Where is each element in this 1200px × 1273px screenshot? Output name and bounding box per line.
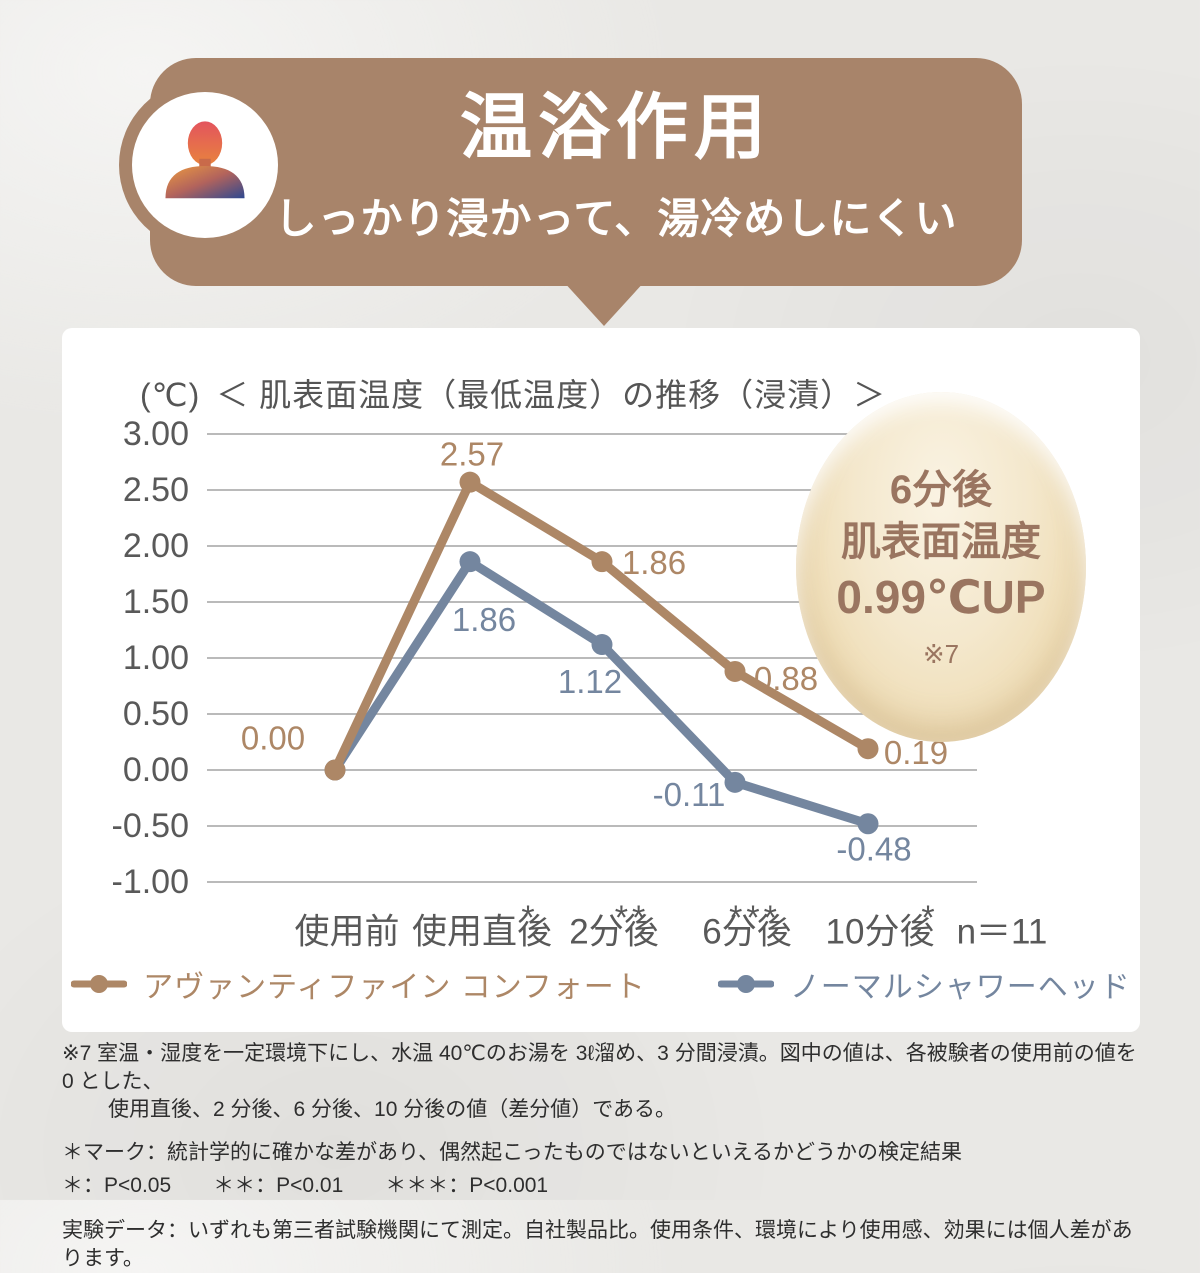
svg-text:-0.11: -0.11: [653, 776, 726, 813]
svg-text:0.00: 0.00: [241, 720, 305, 757]
badge-value: 0.99℃UP: [836, 570, 1046, 623]
svg-text:1.12: 1.12: [558, 663, 622, 700]
icon-ring: [119, 79, 291, 251]
svg-text:2.00: 2.00: [123, 527, 189, 565]
line-chart: 3.00 2.50 2.00 1.50 1.00 0.50 0.00 -0.50 -1.00 1.…: [112, 415, 1048, 952]
svg-text:1.86: 1.86: [452, 601, 516, 638]
svg-text:3.00: 3.00: [123, 415, 189, 453]
footnotes: ※7 室温・湿度を一定環境下にし、水温 40℃のお湯を 3ℓ溜め、3 分間浸漬。…: [62, 1040, 1148, 1273]
legend-item-normal-shower-head: ノーマルシャワーヘッド: [717, 962, 1131, 1006]
svg-text:2分後: 2分後: [569, 913, 658, 952]
svg-text:0.00: 0.00: [123, 751, 189, 789]
icon-background: [132, 92, 278, 238]
chart-card: (℃) ＜ 肌表面温度（最低温度）の推移（浸漬）＞ 3.00 2.50 2.00 1.5…: [62, 328, 1140, 1032]
svg-text:使用直後: 使用直後: [412, 913, 552, 952]
chart-title: (℃) ＜ 肌表面温度（最低温度）の推移（浸漬）＞: [140, 370, 886, 416]
svg-text:2.50: 2.50: [123, 471, 189, 509]
footnote-p-values: ＊：P<0.05 ＊＊：P<0.01 ＊＊＊：P<0.001: [62, 1173, 549, 1197]
svg-text:2.57: 2.57: [440, 436, 504, 473]
legend-label: アヴァンティファイン コンフォート: [143, 971, 646, 1004]
svg-text:-0.50: -0.50: [112, 807, 190, 845]
speech-bubble-tail: [562, 280, 646, 326]
svg-text:-0.48: -0.48: [836, 830, 911, 867]
svg-text:***: ***: [729, 899, 781, 937]
legend-marker-line-dot: [717, 975, 774, 993]
page-title: 温浴作用: [459, 88, 772, 168]
chart-legend: アヴァンティファイン コンフォート ノーマルシャワーヘッド: [62, 962, 1140, 1006]
svg-text:*: *: [521, 899, 538, 937]
svg-text:0.88: 0.88: [754, 660, 818, 697]
svg-text:1.50: 1.50: [123, 583, 189, 621]
svg-text:n＝11: n＝11: [957, 913, 1048, 952]
footnote-note7-continued: 使用直後、2 分後、6 分後、10 分後の値（差分値）である。: [108, 1098, 677, 1122]
footnote-asterisk-explanation: ＊マーク：統計学的に確かな差があり、偶然起こったものではないといえるかどうかの検…: [62, 1141, 963, 1165]
result-badge: 6分後 肌表面温度 0.99℃UP ※7: [796, 392, 1086, 742]
svg-text:-1.00: -1.00: [112, 863, 190, 901]
legend-item-avanti-fine-comfort: アヴァンティファイン コンフォート: [71, 962, 646, 1006]
svg-text:1.00: 1.00: [123, 639, 189, 677]
badge-footnote-ref: ※7: [922, 639, 960, 670]
svg-text:使用前: 使用前: [294, 913, 399, 952]
svg-text:*: *: [921, 899, 938, 937]
svg-text:**: **: [615, 899, 649, 937]
badge-line2: 肌表面温度: [841, 519, 1041, 564]
legend-label: ノーマルシャワーヘッド: [789, 971, 1131, 1004]
svg-text:0.50: 0.50: [123, 695, 189, 733]
person-icon: [165, 121, 245, 199]
chart-unit-label: (℃): [140, 377, 201, 413]
legend-marker-line-dot: [71, 975, 128, 993]
chart-title-text: ＜ 肌表面温度（最低温度）の推移（浸漬）＞: [216, 377, 887, 413]
badge-line1: 6分後: [889, 467, 993, 512]
svg-text:6分後: 6分後: [702, 913, 791, 952]
footnote-note7: ※7 室温・湿度を一定環境下にし、水温 40℃のお湯を 3ℓ溜め、3 分間浸漬。…: [62, 1042, 1137, 1094]
header-bubble: 温浴作用 しっかり浸かって、湯冷めしにくい: [150, 58, 1022, 286]
page-subtitle: しっかり浸かって、湯冷めしにくい: [274, 195, 958, 242]
header: 温浴作用 しっかり浸かって、湯冷めしにくい: [0, 0, 1200, 330]
footnote-experiment-data: 実験データ：いずれも第三者試験機関にて測定。自社製品比。使用条件、環境により使用…: [62, 1218, 1133, 1270]
svg-text:1.86: 1.86: [622, 544, 686, 581]
svg-text:10分後: 10分後: [826, 913, 935, 952]
